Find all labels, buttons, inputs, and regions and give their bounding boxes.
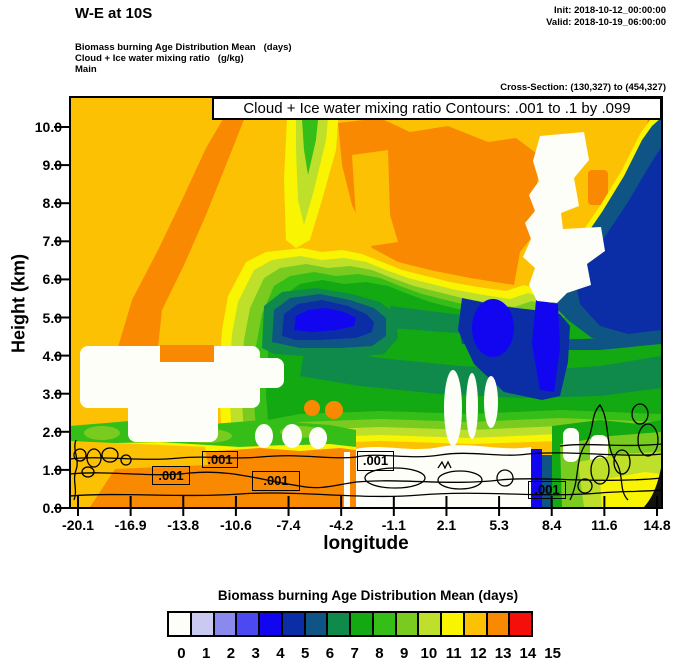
y-tick-label: 1.0 bbox=[42, 461, 62, 478]
x-axis-ticks bbox=[77, 496, 658, 516]
x-tick-label: 11.6 bbox=[591, 517, 618, 533]
colorbar-tick-label: 8 bbox=[375, 645, 384, 662]
contour-label: .001 bbox=[152, 466, 190, 485]
colorbar-swatch bbox=[258, 611, 283, 637]
colorbar-swatch bbox=[417, 611, 442, 637]
colorbar-tick-label: 9 bbox=[399, 645, 409, 662]
colorbar-swatch bbox=[235, 611, 260, 637]
colorbar-tick-label: 4 bbox=[276, 645, 285, 662]
colorbar-tick-label: 7 bbox=[350, 645, 359, 662]
colorbar-tick-label: 6 bbox=[325, 645, 335, 662]
y-tick-label: 6.0 bbox=[42, 271, 62, 288]
colorbar-title: Biomass burning Age Distribution Mean (d… bbox=[217, 588, 519, 603]
contour-label: .001 bbox=[357, 451, 394, 471]
colorbar-tick-label: 10 bbox=[420, 645, 438, 662]
contour-label: .001 bbox=[252, 471, 300, 491]
colorbar-swatch bbox=[326, 611, 351, 637]
x-tick-label: 8.4 bbox=[541, 517, 562, 533]
x-tick-label: 14.8 bbox=[643, 517, 671, 533]
y-tick-label: 10.0 bbox=[34, 119, 62, 135]
filled-contour-field bbox=[71, 98, 661, 507]
y-tick-label: 9.0 bbox=[42, 157, 62, 174]
colorbar bbox=[167, 611, 533, 637]
colorbar-swatch bbox=[440, 611, 465, 637]
y-tick-label: 0.0 bbox=[42, 500, 62, 516]
init-timestamp: Init: 2018-10-12_00:00:00 bbox=[554, 5, 666, 16]
colorbar-swatch bbox=[508, 611, 533, 637]
field-name-line3: Main bbox=[75, 64, 97, 75]
colorbar-tick-label: 5 bbox=[300, 645, 310, 662]
field-name-line1: Biomass burning Age Distribution Mean (d… bbox=[75, 42, 292, 53]
x-tick-label: -1.1 bbox=[381, 517, 406, 533]
cross-section-info: Cross-Section: (130,327) to (454,327) bbox=[500, 82, 666, 93]
y-tick-label: 8.0 bbox=[42, 195, 62, 212]
x-tick-label: -20.1 bbox=[62, 517, 94, 533]
colorbar-swatch bbox=[485, 611, 511, 637]
colorbar-swatch bbox=[303, 611, 329, 637]
y-tick-label: 4.0 bbox=[42, 347, 62, 364]
colorbar-tick-label: 0 bbox=[177, 645, 186, 662]
x-tick-label: 5.3 bbox=[489, 517, 509, 533]
colorbar-swatch bbox=[349, 611, 374, 637]
colorbar-tick-label: 12 bbox=[470, 645, 487, 662]
x-tick-label: -10.6 bbox=[219, 517, 252, 533]
x-tick-label: -13.8 bbox=[167, 517, 200, 533]
colorbar-swatch bbox=[371, 611, 397, 637]
field-name-line2: Cloud + Ice water mixing ratio (g/kg) bbox=[75, 53, 244, 64]
y-tick-label: 7.0 bbox=[42, 233, 62, 250]
colorbar-tick-label: 13 bbox=[494, 645, 512, 662]
colorbar-swatch bbox=[167, 611, 192, 637]
colorbar-tick-label: 15 bbox=[544, 645, 561, 662]
x-tick-label: -7.4 bbox=[276, 517, 301, 533]
page-title: W-E at 10S bbox=[75, 5, 153, 22]
plot-title-box: Cloud + Ice water mixing ratio Contours:… bbox=[212, 97, 662, 120]
colorbar-tick-label: 2 bbox=[226, 645, 236, 662]
colorbar-tick-label: 14 bbox=[519, 645, 537, 662]
colorbar-swatch bbox=[189, 611, 215, 637]
contour-label: .001 bbox=[202, 451, 238, 468]
x-tick-label: -16.9 bbox=[114, 517, 147, 533]
valid-timestamp: Valid: 2018-10-19_06:00:00 bbox=[546, 17, 666, 28]
colorbar-swatch bbox=[212, 611, 238, 637]
colorbar-tick-label: 3 bbox=[251, 645, 260, 662]
x-tick-label: -4.2 bbox=[329, 517, 354, 533]
colorbar-tick-label: 11 bbox=[445, 645, 462, 662]
y-axis-ticks bbox=[54, 126, 70, 509]
colorbar-tick-label: 1 bbox=[201, 645, 211, 662]
y-tick-label: 2.0 bbox=[42, 423, 62, 440]
x-tick-label: 2.1 bbox=[436, 517, 457, 533]
y-tick-label: 3.0 bbox=[42, 385, 62, 402]
colorbar-swatch bbox=[394, 611, 420, 637]
y-tick-label: 5.0 bbox=[42, 309, 62, 326]
contour-label: .001 bbox=[528, 481, 566, 499]
colorbar-swatch bbox=[462, 611, 488, 637]
x-axis-label: longitude bbox=[323, 533, 409, 554]
colorbar-swatch bbox=[280, 611, 306, 637]
